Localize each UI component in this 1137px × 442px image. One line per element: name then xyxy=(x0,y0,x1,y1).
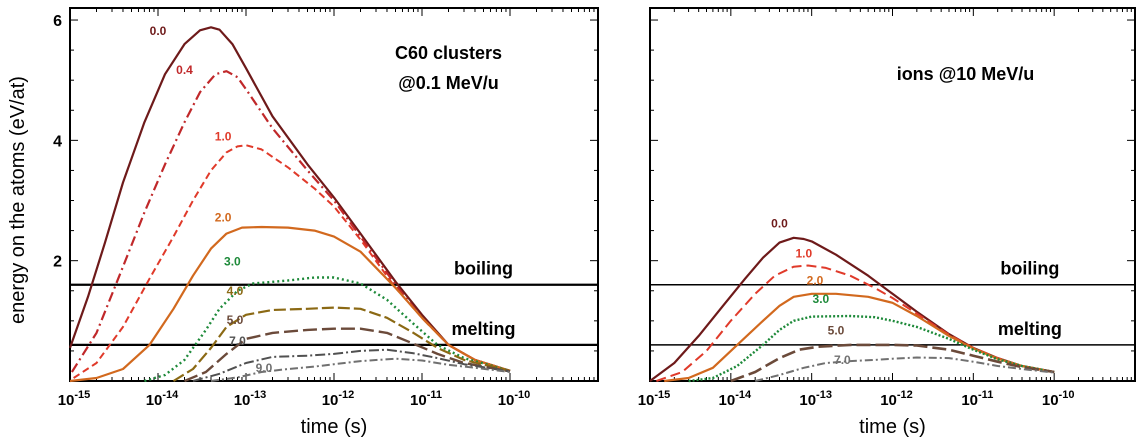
y-tick-label: 6 xyxy=(53,13,62,30)
series-line-5-0 xyxy=(730,343,1055,383)
series-label-0-0: 0.0 xyxy=(150,24,167,38)
series-line-3-0 xyxy=(144,276,511,383)
series-line-2-0 xyxy=(69,225,511,383)
x-tick-label: 10-15 xyxy=(638,389,671,409)
chart-panel-left: 10-15 10-14 10-13 10-12 10-11 10-10 2 4 6 time (s… xyxy=(53,7,599,438)
series-line-9-0 xyxy=(210,357,511,382)
x-axis-label: time (s) xyxy=(301,416,368,438)
annotation-text: @0.1 MeV/u xyxy=(398,73,499,93)
series-line-1-0 xyxy=(73,144,511,379)
series-label-1-0: 1.0 xyxy=(795,247,812,261)
y-tick-label: 4 xyxy=(53,133,62,150)
series-line-4-0 xyxy=(172,306,511,382)
series-label-0-4: 0.4 xyxy=(176,63,193,77)
series-label-2-0: 2.0 xyxy=(807,274,824,288)
boiling-label: boiling xyxy=(1000,259,1059,279)
series-line-5-0 xyxy=(184,327,511,383)
series-label-5-0: 5.0 xyxy=(828,324,845,338)
x-tick-label: 10-10 xyxy=(1042,389,1075,409)
series-label-5-0: 5.0 xyxy=(227,313,244,327)
series-line-0-4 xyxy=(70,70,511,373)
series-line-7-0 xyxy=(754,356,1055,382)
x-tick-label: 10-12 xyxy=(880,389,913,409)
x-tick-label: 10-15 xyxy=(58,389,91,409)
x-tick-label: 10-14 xyxy=(146,389,179,409)
y-axis-label: energy on the atoms (eV/at) xyxy=(7,76,29,324)
series-label-7-0: 7.0 xyxy=(834,353,851,367)
series-label-3-0: 3.0 xyxy=(224,254,241,268)
x-tick-label: 10-13 xyxy=(234,389,267,409)
chart-panel-right: 10-15 10-14 10-13 10-12 10-11 10-10 time (s) bo… xyxy=(638,7,1136,438)
melting-label: melting xyxy=(452,319,516,339)
x-tick-label: 10-14 xyxy=(719,389,752,409)
melting-label: melting xyxy=(998,319,1062,339)
series-label-4-0: 4.0 xyxy=(227,284,244,298)
series-label-2-0: 2.0 xyxy=(215,211,232,225)
x-tick-label: 10-11 xyxy=(410,389,442,409)
plot-frame xyxy=(69,7,599,382)
x-tick-label: 10-10 xyxy=(498,389,531,409)
boiling-label: boiling xyxy=(454,259,513,279)
series-label-0-0: 0.0 xyxy=(771,217,788,231)
series-line-1-0 xyxy=(656,264,1055,382)
series-line-0-0 xyxy=(68,26,511,372)
x-tick-label: 10-11 xyxy=(961,389,993,409)
series-label-9-0: 9.0 xyxy=(256,361,273,375)
series-label-3-0: 3.0 xyxy=(813,292,830,306)
series-label-7-0: 7.0 xyxy=(229,334,246,348)
annotation-text: C60 clusters xyxy=(395,43,502,63)
x-tick-label: 10-13 xyxy=(799,389,832,409)
series-line-3-0 xyxy=(688,314,1055,383)
series-label-1-0: 1.0 xyxy=(215,129,232,143)
annotation-text: ions @10 MeV/u xyxy=(897,64,1035,84)
x-tick-label: 10-12 xyxy=(322,389,355,409)
plot-frame xyxy=(649,7,1136,382)
series-line-2-0 xyxy=(664,292,1055,383)
y-tick-label: 2 xyxy=(53,254,62,271)
x-axis-label: time (s) xyxy=(859,416,926,438)
series-line-7-0 xyxy=(192,348,511,382)
